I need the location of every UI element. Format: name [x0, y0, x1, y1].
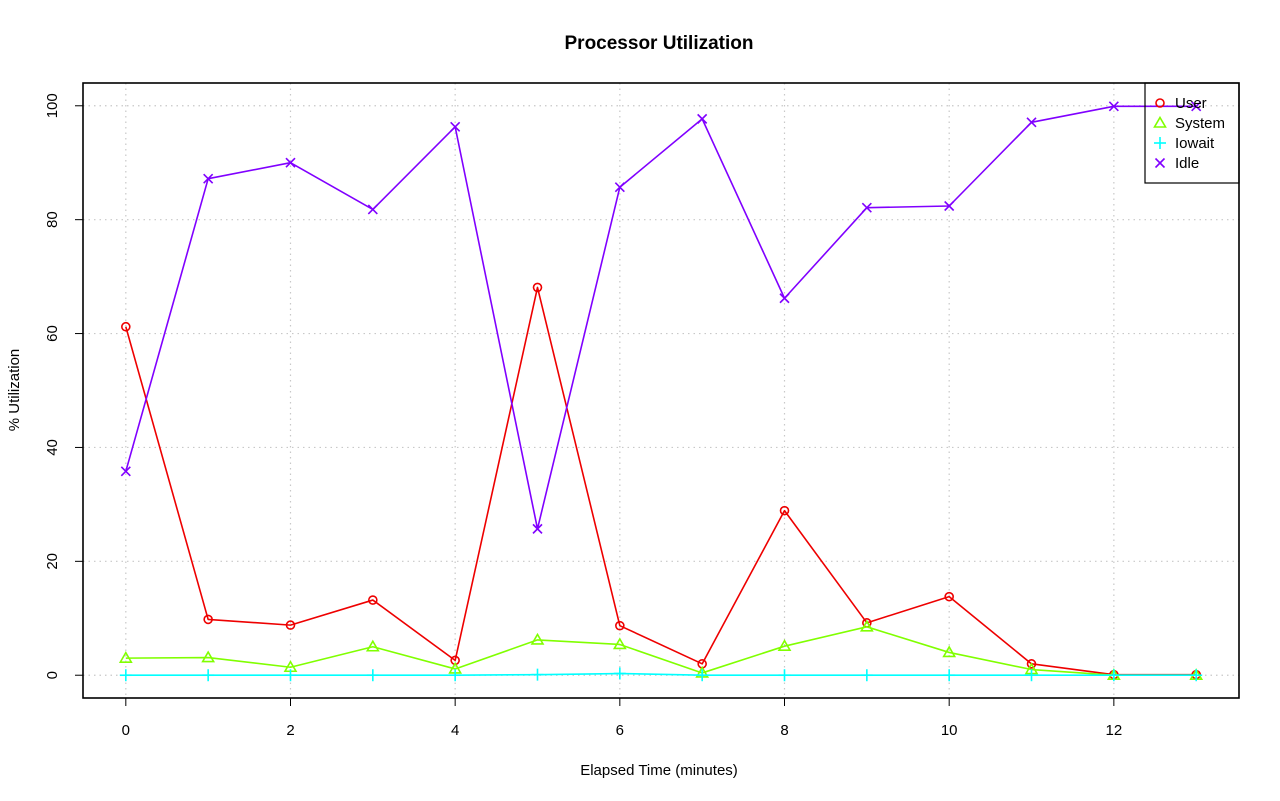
x-tick-label: 2 [286, 722, 294, 739]
data-point-system [201, 650, 216, 663]
legend-item-system: System [1153, 115, 1225, 132]
series-system [118, 619, 1204, 681]
data-point-iowait [1190, 669, 1203, 682]
legend-marker-iowait [1154, 137, 1166, 149]
legend-marker-user [1155, 98, 1165, 108]
data-point-idle [285, 157, 296, 168]
data-point-iowait [943, 669, 956, 682]
x-tick-label: 6 [616, 722, 624, 739]
legend-item-iowait: Iowait [1154, 135, 1215, 152]
data-point-iowait [860, 669, 873, 682]
data-point-iowait [613, 667, 626, 680]
y-tick-label: 20 [44, 553, 61, 570]
y-tick-label: 100 [44, 93, 61, 118]
y-axis: 0 20 40 60 80 100 [44, 93, 83, 679]
series-line-iowait [125, 672, 1197, 677]
data-point-system [530, 632, 545, 645]
data-point-idle [861, 202, 872, 213]
grid [83, 83, 1239, 698]
data-point-iowait [284, 669, 297, 682]
series-line-user [125, 286, 1197, 676]
data-point-user [615, 620, 625, 631]
data-point-iowait [696, 669, 709, 682]
legend: User System Iowait Idle [1144, 82, 1240, 184]
series-line-idle [125, 105, 1197, 530]
x-tick-label: 4 [451, 722, 459, 739]
data-point-idle [532, 523, 543, 534]
legend-label-iowait: Iowait [1175, 135, 1215, 152]
x-tick-label: 0 [122, 722, 130, 739]
data-point-iowait [449, 669, 462, 682]
data-point-user [121, 321, 131, 332]
x-tick-label: 10 [941, 722, 958, 739]
legend-label-system: System [1175, 115, 1225, 132]
data-point-user [944, 591, 954, 602]
data-point-iowait [778, 669, 791, 682]
series-line-system [125, 626, 1197, 677]
data-point-iowait [366, 669, 379, 682]
data-point-idle [203, 173, 214, 184]
series-layer [118, 101, 1204, 682]
data-point-system [777, 639, 792, 651]
legend-label-user: User [1175, 95, 1207, 112]
data-point-system [859, 619, 874, 632]
data-point-idle [367, 204, 378, 215]
data-point-user [368, 595, 378, 605]
legend-marker-idle [1154, 157, 1166, 169]
plot-frame [82, 82, 1240, 699]
legend-box [1144, 82, 1240, 184]
y-tick-label: 60 [44, 325, 61, 342]
data-point-user [203, 614, 213, 625]
data-point-iowait [119, 669, 132, 682]
legend-marker-system [1153, 115, 1167, 128]
y-tick-label: 0 [44, 671, 61, 679]
data-point-user [285, 620, 296, 630]
data-point-system [365, 639, 380, 652]
chart-title: Processor Utilization [565, 33, 754, 54]
data-point-iowait [1025, 669, 1038, 682]
y-tick-label: 80 [44, 211, 61, 228]
data-point-user [1026, 659, 1037, 669]
data-point-idle [120, 466, 131, 477]
y-axis-label: % Utilization [6, 349, 23, 432]
x-tick-label: 12 [1106, 722, 1123, 739]
data-point-system [612, 637, 627, 650]
data-point-idle [614, 182, 625, 193]
data-point-idle [1026, 117, 1037, 128]
series-idle [120, 101, 1202, 534]
data-point-iowait [202, 669, 215, 682]
data-point-system [942, 645, 957, 658]
data-point-idle [1191, 101, 1202, 112]
y-tick-label: 40 [44, 439, 61, 456]
series-iowait [119, 667, 1203, 682]
series-user [121, 282, 1201, 680]
data-point-iowait [1107, 669, 1120, 682]
data-point-user [532, 282, 543, 293]
data-point-user [779, 505, 790, 516]
data-point-iowait [531, 668, 544, 681]
legend-item-user: User [1155, 95, 1207, 112]
legend-label-idle: Idle [1175, 155, 1199, 172]
x-tick-label: 8 [780, 722, 788, 739]
data-point-idle [697, 113, 708, 124]
data-point-idle [450, 121, 461, 132]
data-point-idle [944, 200, 955, 212]
data-point-idle [1108, 101, 1119, 112]
legend-item-idle: Idle [1154, 155, 1199, 172]
data-point-system [118, 651, 133, 663]
x-axis: 0 2 4 6 8 10 12 [122, 697, 1123, 739]
data-point-idle [779, 293, 790, 304]
x-axis-label: Elapsed Time (minutes) [580, 762, 738, 779]
